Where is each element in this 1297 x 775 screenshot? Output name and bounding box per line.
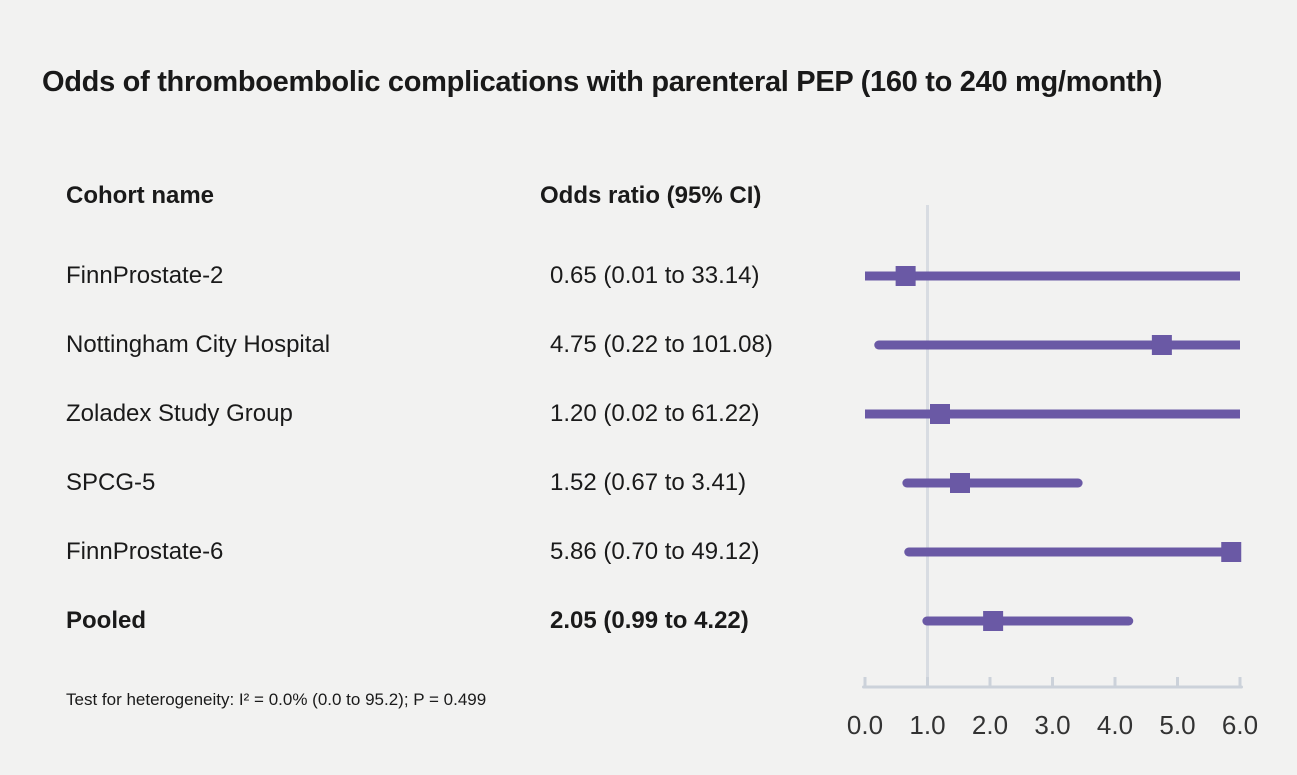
x-tick-label: 5.0	[1159, 710, 1196, 740]
heterogeneity-footnote: Test for heterogeneity: I² = 0.0% (0.0 t…	[66, 690, 487, 709]
or-marker	[1151, 335, 1172, 355]
x-tick-label: 2.0	[971, 710, 1009, 740]
odds-ratio-value: 1.52 (0.67 to 3.41)	[550, 469, 747, 496]
ci-upper-cap	[1124, 616, 1134, 626]
column-header-odds-ratio: Odds ratio (95% CI)	[540, 182, 762, 209]
cohort-name: Pooled	[66, 607, 147, 634]
odds-ratio-value: 5.86 (0.70 to 49.12)	[550, 538, 760, 565]
column-header-cohort-name: Cohort name	[66, 182, 215, 209]
or-marker	[950, 473, 970, 493]
chart-title: Odds of thromboembolic complications wit…	[42, 66, 1163, 98]
x-tick-label: 0.0	[846, 710, 884, 740]
cohort-name: Zoladex Study Group	[66, 400, 293, 427]
odds-ratio-value: 4.75 (0.22 to 101.08)	[550, 331, 773, 358]
x-tick-label: 3.0	[1034, 710, 1071, 740]
ci-lower-cap	[922, 616, 932, 626]
x-tick-label: 4.0	[1096, 710, 1134, 740]
or-marker	[895, 266, 916, 286]
x-tick-label: 1.0	[909, 710, 946, 740]
ci-lower-cap	[904, 547, 914, 557]
odds-ratio-value: 0.65 (0.01 to 33.14)	[550, 262, 760, 289]
cohort-name: Nottingham City Hospital	[66, 331, 331, 358]
or-marker	[983, 611, 1004, 631]
odds-ratio-value: 2.05 (0.99 to 4.22)	[550, 607, 749, 634]
odds-ratio-value: 1.20 (0.02 to 61.22)	[550, 400, 760, 427]
or-marker	[1221, 542, 1242, 562]
cohort-name: FinnProstate-6	[66, 538, 224, 565]
or-marker	[930, 404, 950, 424]
cohort-name: FinnProstate-2	[66, 262, 224, 289]
ci-upper-cap	[1073, 478, 1083, 488]
x-tick-label: 6.0	[1221, 710, 1259, 740]
ci-lower-cap	[874, 340, 884, 350]
ci-lower-cap	[902, 478, 912, 488]
cohort-name: SPCG-5	[66, 469, 156, 496]
